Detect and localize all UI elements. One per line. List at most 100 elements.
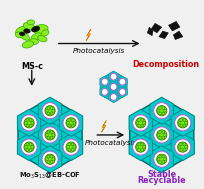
Circle shape: [71, 124, 74, 127]
Polygon shape: [99, 86, 109, 98]
Circle shape: [101, 88, 108, 95]
Circle shape: [158, 160, 161, 163]
Circle shape: [47, 160, 50, 163]
Circle shape: [135, 121, 138, 124]
Circle shape: [26, 119, 29, 122]
Circle shape: [182, 124, 185, 127]
Circle shape: [153, 151, 169, 167]
Circle shape: [21, 115, 37, 131]
Circle shape: [31, 146, 33, 149]
Ellipse shape: [33, 25, 48, 33]
Circle shape: [66, 146, 69, 149]
Circle shape: [163, 133, 165, 136]
Polygon shape: [59, 134, 82, 161]
Ellipse shape: [15, 32, 23, 38]
Circle shape: [110, 73, 116, 80]
Ellipse shape: [21, 33, 29, 40]
Circle shape: [135, 118, 145, 128]
Circle shape: [132, 115, 148, 131]
Polygon shape: [86, 29, 91, 41]
Polygon shape: [149, 97, 173, 124]
Polygon shape: [150, 23, 161, 33]
Circle shape: [153, 127, 169, 143]
Circle shape: [45, 109, 48, 112]
Circle shape: [26, 148, 29, 151]
Polygon shape: [38, 97, 61, 124]
Circle shape: [63, 139, 79, 155]
Circle shape: [72, 146, 75, 149]
Polygon shape: [170, 109, 193, 136]
Text: Photocatalysis: Photocatalysis: [84, 140, 136, 146]
Circle shape: [68, 124, 71, 127]
Circle shape: [45, 154, 55, 164]
Circle shape: [47, 107, 50, 109]
Polygon shape: [149, 122, 173, 148]
Circle shape: [156, 158, 159, 161]
Polygon shape: [149, 146, 173, 173]
Polygon shape: [108, 91, 118, 103]
Circle shape: [31, 121, 33, 124]
Circle shape: [52, 133, 54, 136]
Circle shape: [110, 83, 116, 90]
Circle shape: [52, 109, 54, 112]
Circle shape: [179, 119, 182, 122]
Text: Recyclable: Recyclable: [137, 176, 185, 185]
Circle shape: [45, 106, 55, 116]
Circle shape: [68, 119, 71, 122]
Circle shape: [174, 139, 190, 155]
Ellipse shape: [19, 32, 25, 36]
Circle shape: [66, 142, 76, 152]
Circle shape: [158, 155, 161, 158]
Circle shape: [66, 118, 76, 128]
Polygon shape: [168, 21, 179, 31]
Circle shape: [156, 109, 159, 112]
Circle shape: [42, 103, 58, 119]
Circle shape: [158, 112, 161, 115]
Circle shape: [161, 112, 164, 115]
Circle shape: [42, 127, 58, 143]
Circle shape: [72, 121, 75, 124]
Polygon shape: [172, 31, 182, 40]
Circle shape: [29, 124, 32, 127]
Text: Decomposition: Decomposition: [131, 60, 198, 69]
Circle shape: [24, 142, 34, 152]
Text: Photocatalysis: Photocatalysis: [73, 48, 125, 54]
Polygon shape: [17, 134, 41, 161]
Circle shape: [161, 131, 164, 134]
Circle shape: [156, 106, 166, 116]
Circle shape: [29, 119, 32, 122]
Circle shape: [174, 115, 190, 131]
Circle shape: [29, 143, 32, 146]
Polygon shape: [129, 98, 193, 172]
Ellipse shape: [38, 36, 47, 42]
Circle shape: [26, 124, 29, 127]
Circle shape: [140, 148, 143, 151]
Circle shape: [137, 143, 140, 146]
Text: MS-c: MS-c: [21, 62, 42, 71]
Ellipse shape: [22, 41, 33, 48]
Ellipse shape: [31, 26, 40, 32]
Circle shape: [184, 121, 186, 124]
Circle shape: [50, 112, 53, 115]
Circle shape: [50, 136, 53, 139]
Circle shape: [158, 136, 161, 139]
Circle shape: [50, 160, 53, 163]
Circle shape: [158, 107, 161, 109]
Polygon shape: [147, 27, 152, 36]
Circle shape: [153, 103, 169, 119]
Circle shape: [179, 148, 182, 151]
Circle shape: [50, 131, 53, 134]
Circle shape: [45, 130, 55, 140]
Circle shape: [29, 148, 32, 151]
Circle shape: [119, 88, 125, 95]
Polygon shape: [129, 134, 152, 161]
Circle shape: [21, 139, 37, 155]
Circle shape: [71, 148, 74, 151]
Circle shape: [177, 121, 180, 124]
Circle shape: [137, 124, 140, 127]
Ellipse shape: [27, 20, 34, 25]
Circle shape: [63, 115, 79, 131]
Circle shape: [156, 133, 159, 136]
Circle shape: [47, 136, 50, 139]
Circle shape: [50, 107, 53, 109]
